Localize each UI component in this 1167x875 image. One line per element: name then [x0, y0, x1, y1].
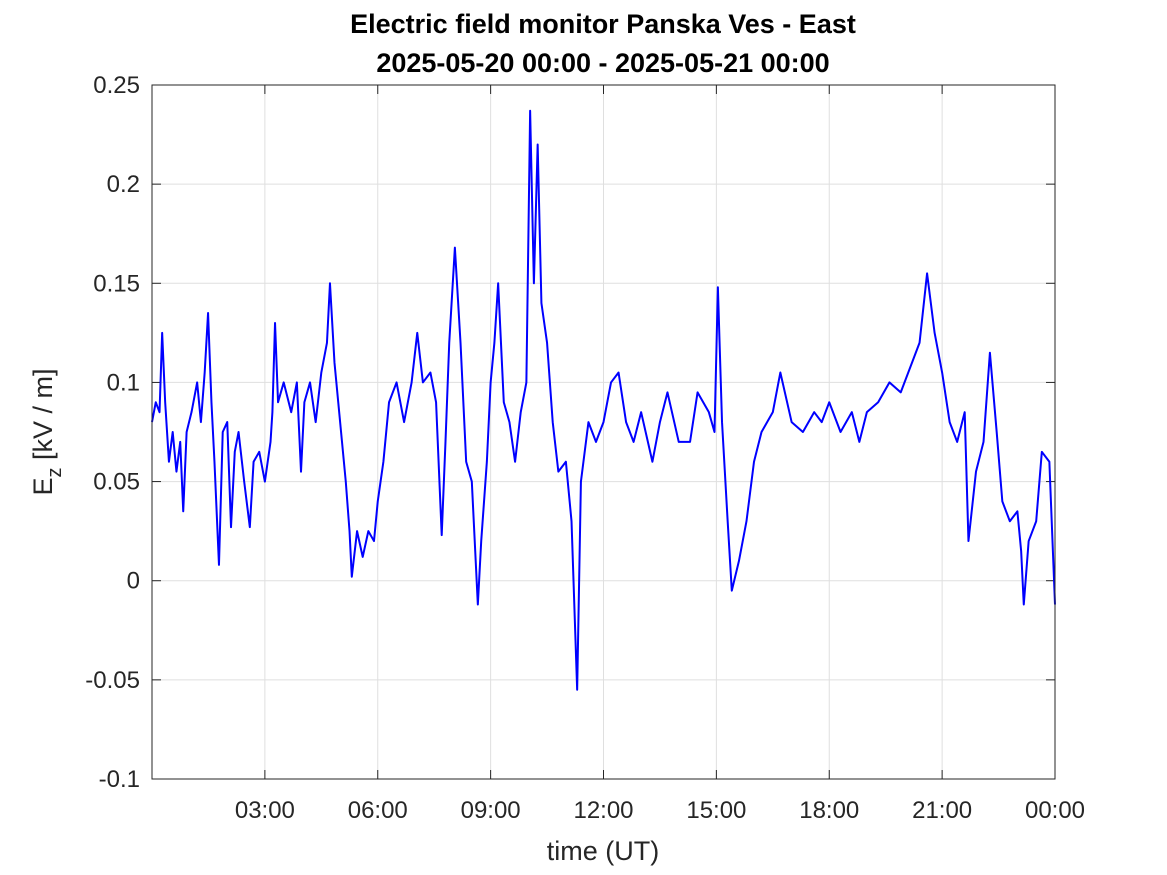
x-tick-label: 00:00 [1025, 797, 1085, 824]
y-tick-label: 0.2 [107, 171, 140, 198]
axes-box [151, 84, 1056, 780]
y-label-unit: [kV / m] [28, 368, 58, 467]
y-axis-label: Ez [kV / m] [28, 368, 66, 495]
y-tick-label: 0.15 [93, 270, 140, 297]
y-tick-label: 0 [127, 568, 140, 595]
x-tick-label: 12:00 [573, 797, 633, 824]
y-label-subscript: z [44, 468, 66, 478]
chart-subtitle: 2025-05-20 00:00 - 2025-05-21 00:00 [376, 48, 829, 78]
y-tick-label: 0.05 [93, 469, 140, 496]
x-tick-label: 18:00 [799, 797, 859, 824]
x-axis-label: time (UT) [547, 836, 659, 866]
x-tick-label: 15:00 [686, 797, 746, 824]
x-tick-label: 03:00 [235, 797, 295, 824]
y-tick-label: -0.1 [99, 766, 140, 793]
y-label-base: E [28, 478, 58, 496]
chart-title: Electric field monitor Panska Ves - East [350, 9, 856, 39]
data-line [151, 109, 1056, 691]
plot-area [151, 109, 1056, 691]
x-tick-label: 21:00 [912, 797, 972, 824]
y-tick-label: 0.25 [93, 72, 140, 99]
x-tick-label: 06:00 [348, 797, 408, 824]
x-tick-label: 09:00 [461, 797, 521, 824]
y-tick-label: -0.05 [85, 667, 140, 694]
y-tick-label: 0.1 [107, 369, 140, 396]
